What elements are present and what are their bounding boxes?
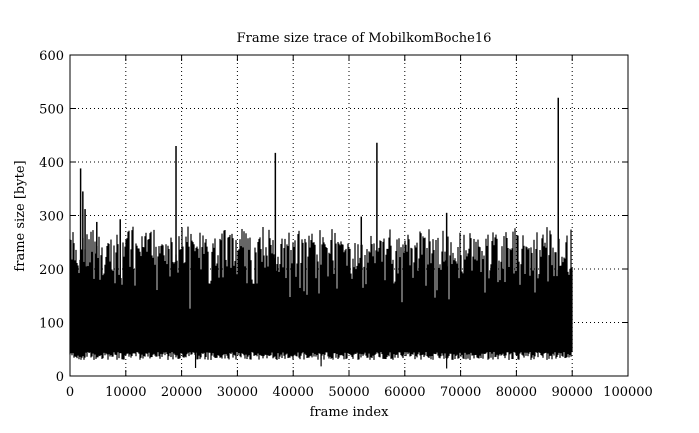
y-tick-label: 500 — [39, 103, 64, 118]
chart-title: Frame size trace of MobilkomBoche16 — [237, 31, 492, 46]
x-tick-label: 40000 — [273, 385, 314, 400]
x-axis-label: frame index — [310, 405, 389, 420]
x-tick-label: 20000 — [161, 385, 202, 400]
plot-frame — [69, 54, 629, 377]
y-tick-label: 200 — [39, 263, 64, 278]
x-tick-label: 10000 — [105, 385, 146, 400]
y-axis-label: frame size [byte] — [13, 160, 28, 271]
x-tick-label: 30000 — [217, 385, 258, 400]
x-tick-label: 60000 — [384, 385, 425, 400]
x-tick-label: 80000 — [496, 385, 537, 400]
x-tick-label: 0 — [66, 385, 74, 400]
y-tick-label: 100 — [39, 317, 64, 332]
x-tick-label: 70000 — [440, 385, 481, 400]
y-tick-label: 0 — [56, 370, 64, 385]
y-tick-label: 600 — [39, 49, 64, 64]
x-tick-label: 100000 — [603, 385, 653, 400]
x-tick-label: 50000 — [328, 385, 369, 400]
y-tick-label: 300 — [39, 210, 64, 225]
x-tick-label: 90000 — [552, 385, 593, 400]
ticks: 0 10000 20000 30000 40000 50000 60000 70000 8000… — [39, 49, 653, 400]
trace-series — [69, 97, 573, 369]
y-tick-label: 400 — [39, 156, 64, 171]
